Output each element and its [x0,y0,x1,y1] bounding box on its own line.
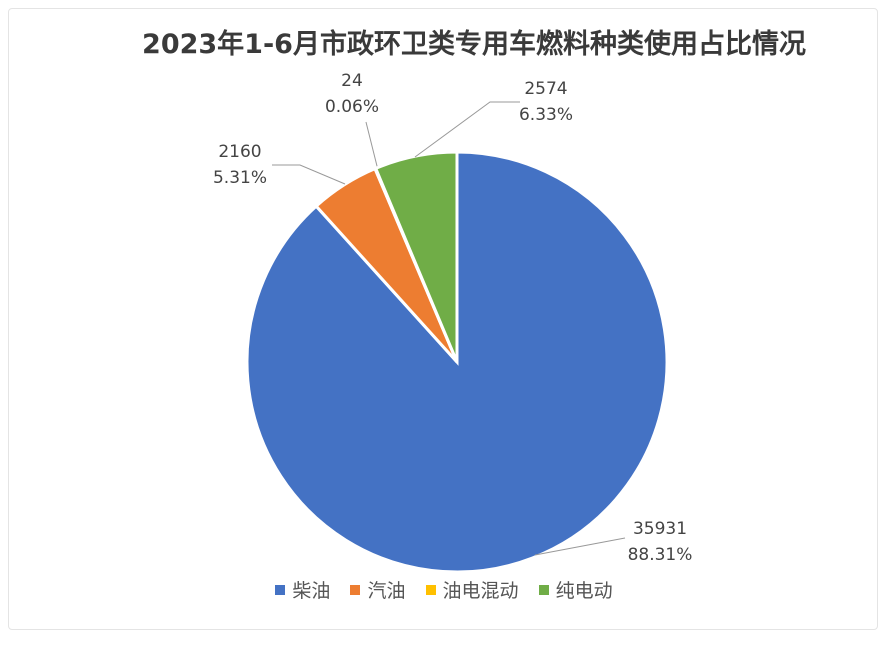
legend-item-electric: 纯电动 [538,576,613,603]
legend-swatch [275,584,286,595]
legend-label: 柴油 [292,580,331,602]
data-label-percent: 0.06% [325,97,379,117]
legend-item-gasoline: 汽油 [350,576,405,603]
legend-label: 汽油 [367,580,406,602]
data-label-percent: 6.33% [519,105,573,125]
legend-item-diesel: 柴油 [275,576,330,603]
legend-swatch [350,584,361,595]
legend: 柴油 汽油 油电混动 纯电动 [0,576,888,603]
legend-swatch [538,584,549,595]
leader-line [414,101,520,158]
leader-line [534,537,626,556]
data-label-value: 2160 [218,142,261,162]
data-label-percent: 5.31% [213,168,267,188]
data-label-value: 2574 [524,79,567,99]
leader-line [365,121,379,171]
legend-item-hybrid: 油电混动 [425,576,519,603]
legend-swatch [425,584,436,595]
data-label-percent: 88.31% [628,545,693,565]
legend-label: 油电混动 [442,580,519,602]
legend-label: 纯电动 [555,580,613,602]
chart-title: 2023年1-6月市政环卫类专用车燃料种类使用占比情况 [142,29,806,60]
leader-line [272,164,346,185]
data-label-value: 35931 [633,519,687,539]
data-label-value: 24 [341,71,363,91]
